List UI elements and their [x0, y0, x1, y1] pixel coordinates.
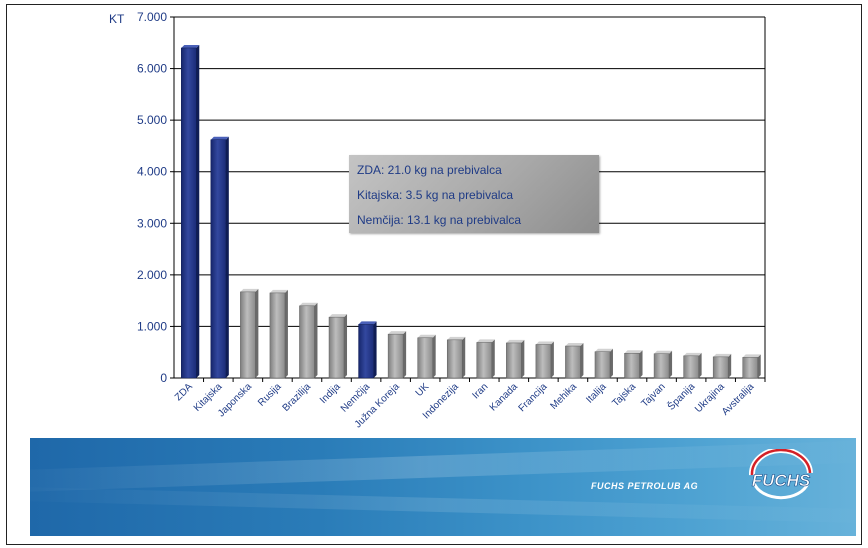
x-tick-label: Iran: [470, 381, 490, 401]
annotation-box: ZDA: 21.0 kg na prebivalca Kitajska: 3.5…: [349, 155, 599, 233]
bar-top: [683, 352, 702, 356]
bar-top: [240, 288, 259, 292]
bar-side: [284, 289, 288, 378]
bar-top: [506, 339, 525, 343]
bar-side: [403, 331, 407, 378]
bar-top: [210, 136, 229, 140]
bar-side: [550, 341, 554, 378]
bar-side: [669, 350, 673, 378]
bar: [653, 353, 670, 379]
bar-side: [344, 314, 348, 378]
bar: [476, 342, 493, 379]
x-tick-label: Tajska: [610, 381, 638, 409]
bar-side: [757, 354, 761, 378]
y-axis-unit-label: KT: [109, 12, 125, 26]
bar: [387, 333, 404, 379]
x-tick-label: Kanada: [488, 381, 520, 413]
bar-top: [535, 341, 554, 345]
bar: [210, 139, 227, 379]
bar: [446, 339, 463, 379]
y-tick-label: 2.000: [137, 268, 167, 282]
x-tick-label: Tajvan: [639, 381, 667, 409]
bar-side: [314, 302, 318, 378]
x-tick-label: Rusija: [256, 381, 284, 409]
bar-top: [742, 354, 761, 358]
bar-side: [521, 339, 525, 378]
bar-top: [713, 353, 732, 357]
bar-top: [594, 348, 613, 352]
bar-side: [255, 288, 259, 378]
fuchs-logo: FUCHS: [748, 449, 813, 500]
bar: [269, 292, 286, 379]
footer-banner: FUCHS PETROLUB AG FUCHS: [30, 438, 856, 536]
bar: [742, 357, 758, 379]
bar: [624, 352, 640, 379]
x-tick-label: UK: [414, 381, 432, 399]
bar: [299, 305, 315, 379]
bar: [240, 291, 256, 379]
bar-top: [388, 331, 407, 335]
bar-top: [417, 334, 436, 338]
bar-top: [358, 321, 377, 325]
x-tick-label: Avstralija: [720, 381, 757, 418]
annotation-line: Kitajska: 3.5 kg na prebivalca: [357, 188, 514, 202]
x-tick-label: Indija: [318, 381, 343, 406]
bar-side: [639, 350, 643, 378]
bar-top: [654, 350, 673, 354]
svg-text:FUCHS: FUCHS: [752, 471, 811, 490]
bar-side: [196, 44, 200, 378]
bar-top: [447, 336, 466, 340]
bar: [328, 316, 345, 379]
bar: [565, 345, 581, 379]
x-tick-label: Mehika: [548, 381, 579, 412]
bar: [594, 351, 611, 379]
bar: [506, 342, 522, 379]
y-tick-label: 0: [160, 371, 167, 385]
bar-top: [181, 44, 200, 48]
bar-side: [491, 339, 495, 378]
bar-top: [269, 289, 288, 293]
bar: [181, 47, 197, 379]
bar-side: [698, 352, 702, 378]
bar-top: [565, 343, 584, 347]
bar-side: [728, 353, 732, 378]
slide-frame: [6, 4, 862, 545]
bar-side: [462, 336, 466, 378]
bar-side: [580, 343, 584, 378]
bar-top: [624, 350, 643, 354]
y-tick-label: 1.000: [137, 319, 167, 333]
x-tick-label: ZDA: [173, 381, 195, 403]
bar-top: [476, 339, 495, 343]
annotation-line: ZDA: 21.0 kg na prebivalca: [357, 163, 502, 177]
y-tick-label: 7.000: [137, 10, 167, 24]
bar-side: [225, 136, 229, 378]
bar-top: [329, 314, 348, 318]
bar: [358, 324, 374, 379]
x-tick-label: Italija: [584, 381, 609, 406]
company-name: FUCHS PETROLUB AG: [591, 481, 699, 491]
bar: [712, 356, 729, 379]
bar-side: [373, 321, 377, 378]
x-tick-label: Brazilija: [281, 381, 314, 414]
y-tick-label: 4.000: [137, 165, 167, 179]
y-tick-label: 6.000: [137, 62, 167, 76]
annotation-line: Nemčija: 13.1 kg na prebivalca: [357, 213, 522, 227]
bar: [683, 355, 699, 379]
x-tick-label: Francija: [517, 381, 550, 414]
y-tick-label: 5.000: [137, 113, 167, 127]
bar-side: [432, 334, 436, 378]
bar-top: [299, 302, 318, 306]
bar: [417, 337, 433, 379]
bar: [535, 344, 552, 379]
y-tick-label: 3.000: [137, 216, 167, 230]
bar-side: [609, 348, 613, 378]
